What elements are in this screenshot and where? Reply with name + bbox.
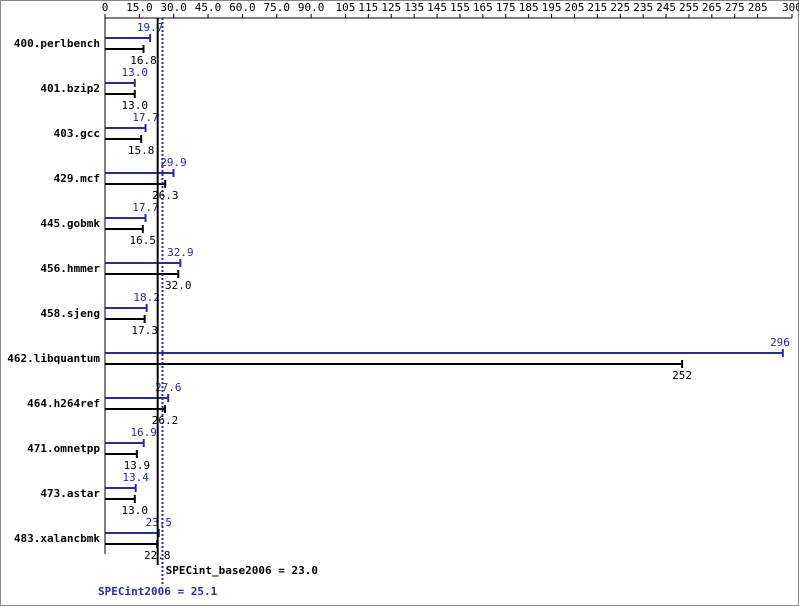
- y-tick-label: 445.gobmk: [40, 217, 100, 230]
- value-label: 18.2: [133, 291, 160, 304]
- value-label: 13.4: [122, 471, 149, 484]
- value-label: 13.0: [122, 504, 149, 517]
- y-tick-label: 464.h264ref: [27, 397, 100, 410]
- x-tick-label: 245: [656, 1, 676, 14]
- bar: [105, 124, 147, 132]
- value-label: 23.5: [146, 516, 173, 529]
- x-tick-label: 60.0: [229, 1, 256, 14]
- x-tick-label: 75.0: [264, 1, 291, 14]
- y-tick-label: 429.mcf: [54, 172, 100, 185]
- x-tick-label: 225: [610, 1, 630, 14]
- y-tick-label: 400.perlbench: [14, 37, 100, 50]
- value-label: 32.9: [167, 246, 194, 259]
- bar: [105, 484, 137, 492]
- x-tick-label: 195: [542, 1, 562, 14]
- value-label: 32.0: [165, 279, 192, 292]
- x-tick-label: 145: [427, 1, 447, 14]
- bar: [105, 315, 146, 323]
- bar: [105, 45, 145, 53]
- x-tick-label: 0: [102, 1, 109, 14]
- x-tick-label: 105: [336, 1, 356, 14]
- bar: [105, 360, 684, 368]
- y-tick-label: 401.bzip2: [40, 82, 100, 95]
- value-label: 13.0: [122, 99, 149, 112]
- value-label: 16.8: [130, 54, 157, 67]
- value-label: 252: [672, 369, 692, 382]
- x-tick-label: 45.0: [195, 1, 222, 14]
- y-tick-label: 458.sjeng: [40, 307, 100, 320]
- value-label: 26.2: [152, 414, 179, 427]
- bar: [105, 495, 136, 503]
- value-label: 13.9: [124, 459, 151, 472]
- bar: [105, 439, 145, 447]
- bar: [105, 225, 144, 233]
- reference-label: SPECint2006 = 25.1: [98, 585, 218, 598]
- value-label: 17.3: [131, 324, 158, 337]
- x-tick-label: 175: [496, 1, 516, 14]
- y-tick-label: 462.libquantum: [7, 352, 100, 365]
- bar: [105, 79, 136, 87]
- bar: [105, 34, 152, 42]
- bar: [105, 214, 147, 222]
- value-label: 17.7: [132, 111, 159, 124]
- x-tick-label: 155: [450, 1, 470, 14]
- y-tick-label: 473.astar: [40, 487, 100, 500]
- y-tick-label: 471.omnetpp: [27, 442, 100, 455]
- value-label: 29.9: [160, 156, 187, 169]
- bar: [105, 270, 180, 278]
- x-tick-label: 165: [473, 1, 493, 14]
- reference-label: SPECint_base2006 = 23.0: [166, 564, 318, 577]
- x-tick-label: 90.0: [298, 1, 325, 14]
- value-label: 16.9: [130, 426, 157, 439]
- x-tick-label: 275: [725, 1, 745, 14]
- value-label: 15.8: [128, 144, 155, 157]
- value-label: 19.7: [137, 21, 164, 34]
- bar: [105, 405, 166, 413]
- value-label: 296: [770, 336, 790, 349]
- x-tick-label: 30.0: [160, 1, 187, 14]
- x-tick-label: 235: [633, 1, 653, 14]
- x-tick-label: 265: [702, 1, 722, 14]
- x-tick-label: 300: [782, 1, 799, 14]
- bar: [105, 169, 175, 177]
- bar: [105, 529, 160, 537]
- bar: [105, 450, 138, 458]
- bar: [105, 180, 167, 188]
- x-tick-label: 185: [519, 1, 539, 14]
- y-tick-label: 456.hmmer: [40, 262, 100, 275]
- y-tick-label: 403.gcc: [54, 127, 100, 140]
- x-tick-label: 205: [565, 1, 585, 14]
- y-tick-label: 483.xalancbmk: [14, 532, 100, 545]
- x-tick-label: 285: [748, 1, 768, 14]
- bar: [105, 90, 136, 98]
- bar: [105, 304, 148, 312]
- value-label: 27.6: [155, 381, 182, 394]
- bar: [105, 259, 182, 267]
- value-label: 16.5: [130, 234, 157, 247]
- value-label: 26.3: [152, 189, 179, 202]
- x-tick-label: 15.0: [126, 1, 153, 14]
- x-tick-label: 125: [381, 1, 401, 14]
- x-tick-label: 135: [404, 1, 424, 14]
- x-tick-label: 115: [358, 1, 378, 14]
- value-label: 17.7: [132, 201, 159, 214]
- value-label: 13.0: [122, 66, 149, 79]
- x-tick-label: 255: [679, 1, 699, 14]
- bar: [105, 135, 143, 143]
- bar: [105, 349, 784, 357]
- x-tick-label: 215: [587, 1, 607, 14]
